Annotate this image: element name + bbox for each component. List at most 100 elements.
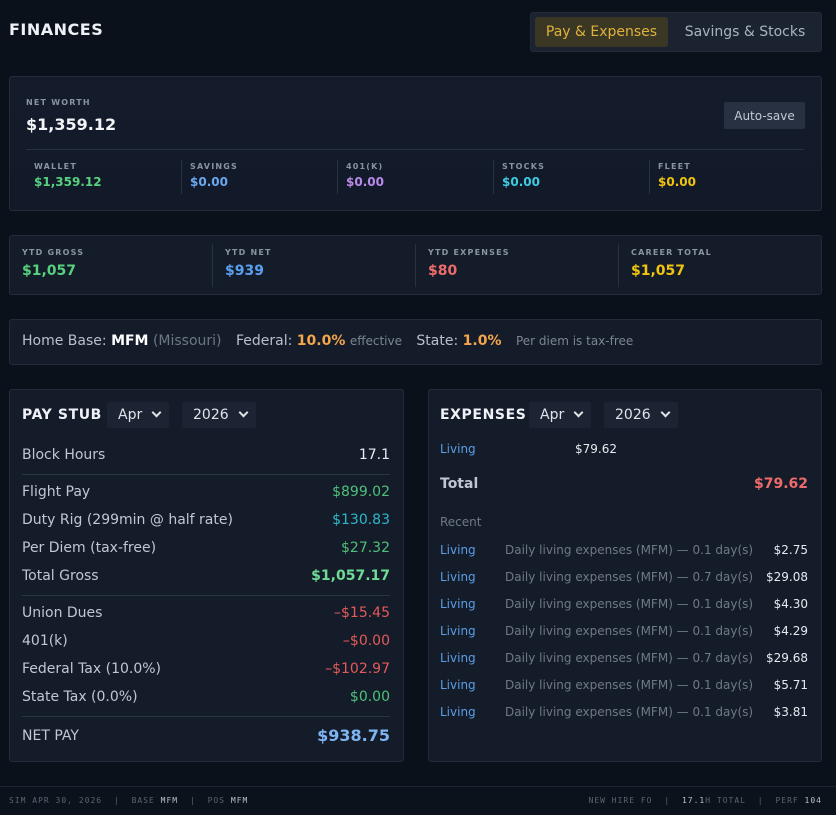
expense-category[interactable]: Living bbox=[440, 705, 476, 719]
divider bbox=[22, 595, 390, 596]
account-wallet: WALLET $1,359.12 bbox=[34, 162, 102, 194]
pay-stub-month-select[interactable]: Apr bbox=[107, 402, 169, 428]
federal-label: Federal: bbox=[235, 333, 293, 349]
expenses-title: EXPENSES bbox=[440, 407, 527, 423]
total-label: Total bbox=[440, 476, 479, 492]
expenses-month-select[interactable]: Apr bbox=[529, 402, 591, 428]
perf-value: 104 bbox=[804, 796, 822, 805]
row-value: $1,057.17 bbox=[311, 568, 390, 584]
expenses-year-select[interactable]: 2026 bbox=[604, 402, 678, 428]
home-base-code: MFM bbox=[111, 333, 149, 349]
earning-row: Per Diem (tax-free) $27.32 bbox=[22, 540, 390, 556]
home-base-info: Home Base: MFM (Missouri) Federal: 10.0%… bbox=[22, 333, 633, 349]
expense-description: Daily living expenses (MFM) — 0.1 day(s) bbox=[505, 624, 754, 638]
federal-rate: 10.0% bbox=[296, 333, 346, 349]
sim-label: SIM bbox=[9, 796, 27, 805]
expense-category[interactable]: Living bbox=[440, 597, 476, 611]
ytd-value: $80 bbox=[428, 263, 458, 279]
tab-pay-expenses[interactable]: Pay & Expenses bbox=[535, 17, 668, 47]
separator: | bbox=[189, 796, 196, 805]
deduction-row: State Tax (0.0%) $0.00 bbox=[22, 689, 390, 705]
separator: | bbox=[757, 796, 764, 805]
row-label: Per Diem (tax-free) bbox=[22, 540, 157, 556]
rank: NEW HIRE FO bbox=[588, 796, 653, 805]
ytd-label: CAREER TOTAL bbox=[631, 248, 712, 257]
home-base-label: Home Base: bbox=[22, 333, 107, 349]
account-value: $0.00 bbox=[658, 175, 696, 189]
ytd-value: $1,057 bbox=[22, 263, 77, 279]
expense-category[interactable]: Living bbox=[440, 570, 476, 584]
pos-value: MFM bbox=[230, 796, 249, 805]
hours-suffix: H TOTAL bbox=[705, 796, 746, 805]
federal-suffix: effective bbox=[349, 334, 402, 348]
account-value: $0.00 bbox=[346, 175, 384, 189]
row-value: 17.1 bbox=[358, 447, 390, 463]
account-savings: SAVINGS $0.00 bbox=[190, 162, 238, 194]
status-bar-left: SIM APR 30, 2026 | BASE MFM | POS MFM bbox=[9, 796, 248, 805]
net-worth-label: NET WORTH bbox=[26, 98, 91, 107]
row-label: Duty Rig (299min @ half rate) bbox=[22, 512, 233, 528]
expense-category[interactable]: Living bbox=[440, 624, 476, 638]
account-label: STOCKS bbox=[502, 162, 546, 171]
account-label: FLEET bbox=[658, 162, 691, 171]
ytd-label: YTD EXPENSES bbox=[428, 248, 510, 257]
ytd-label: YTD NET bbox=[225, 248, 272, 257]
separator: | bbox=[113, 796, 120, 805]
divider bbox=[415, 244, 416, 287]
select-value: Apr bbox=[118, 407, 143, 423]
expense-amount: $4.30 bbox=[773, 597, 808, 611]
row-value: –$102.97 bbox=[325, 661, 390, 677]
expense-category[interactable]: Living bbox=[440, 678, 476, 692]
deduction-row: Union Dues –$15.45 bbox=[22, 605, 390, 621]
select-value: 2026 bbox=[193, 407, 229, 423]
recent-expense-row: Living Daily living expenses (MFM) — 0.1… bbox=[440, 597, 808, 611]
career-total: CAREER TOTAL $1,057 bbox=[631, 248, 712, 279]
row-label: Total Gross bbox=[22, 568, 99, 584]
row-label: Block Hours bbox=[22, 447, 106, 463]
tab-bar: Pay & Expenses Savings & Stocks bbox=[530, 12, 822, 52]
recent-expense-row: Living Daily living expenses (MFM) — 0.1… bbox=[440, 705, 808, 719]
row-label: NET PAY bbox=[22, 727, 79, 744]
tab-savings-stocks[interactable]: Savings & Stocks bbox=[684, 24, 806, 40]
row-label: Flight Pay bbox=[22, 484, 91, 500]
expense-category-amount: $79.62 bbox=[575, 442, 617, 456]
row-value: $899.02 bbox=[332, 484, 390, 500]
deduction-row: Federal Tax (10.0%) –$102.97 bbox=[22, 661, 390, 677]
ytd-value: $1,057 bbox=[631, 263, 686, 279]
ytd-gross: YTD GROSS $1,057 bbox=[22, 248, 84, 279]
expense-amount: $4.29 bbox=[773, 624, 808, 638]
expense-category-row: Living $79.62 bbox=[440, 442, 808, 456]
expenses-card bbox=[428, 389, 822, 762]
recent-expense-row: Living Daily living expenses (MFM) — 0.1… bbox=[440, 678, 808, 692]
account-value: $0.00 bbox=[190, 175, 228, 189]
row-label: Federal Tax (10.0%) bbox=[22, 661, 162, 677]
pay-stub-year-select[interactable]: 2026 bbox=[182, 402, 256, 428]
divider bbox=[181, 160, 182, 194]
expense-description: Daily living expenses (MFM) — 0.1 day(s) bbox=[505, 678, 754, 692]
divider bbox=[212, 244, 213, 287]
expense-category[interactable]: Living bbox=[440, 651, 476, 665]
autosave-button[interactable]: Auto-save bbox=[724, 102, 805, 129]
divider bbox=[26, 149, 804, 150]
expense-category[interactable]: Living bbox=[440, 543, 476, 557]
expense-amount: $29.08 bbox=[766, 570, 808, 584]
expense-amount: $29.68 bbox=[766, 651, 808, 665]
status-bar-right: NEW HIRE FO | 17.1H TOTAL | PERF 104 bbox=[589, 796, 822, 805]
expense-category[interactable]: Living bbox=[440, 442, 476, 456]
account-401k: 401(K) $0.00 bbox=[346, 162, 384, 194]
recent-expense-row: Living Daily living expenses (MFM) — 0.1… bbox=[440, 543, 808, 557]
state-label: State: bbox=[416, 333, 459, 349]
select-value: 2026 bbox=[615, 407, 651, 423]
chevron-down-icon bbox=[238, 407, 249, 418]
chevron-down-icon bbox=[573, 407, 584, 418]
expense-description: Daily living expenses (MFM) — 0.1 day(s) bbox=[505, 597, 754, 611]
deduction-row: 401(k) –$0.00 bbox=[22, 633, 390, 649]
expense-description: Daily living expenses (MFM) — 0.1 day(s) bbox=[505, 543, 754, 557]
account-value: $1,359.12 bbox=[34, 175, 102, 189]
account-label: SAVINGS bbox=[190, 162, 239, 171]
hours-value: 17.1 bbox=[681, 796, 706, 805]
total-value: $79.62 bbox=[753, 476, 808, 492]
row-label: 401(k) bbox=[22, 633, 68, 649]
pay-stub-title: PAY STUB bbox=[22, 407, 102, 423]
status-bar bbox=[0, 786, 836, 815]
